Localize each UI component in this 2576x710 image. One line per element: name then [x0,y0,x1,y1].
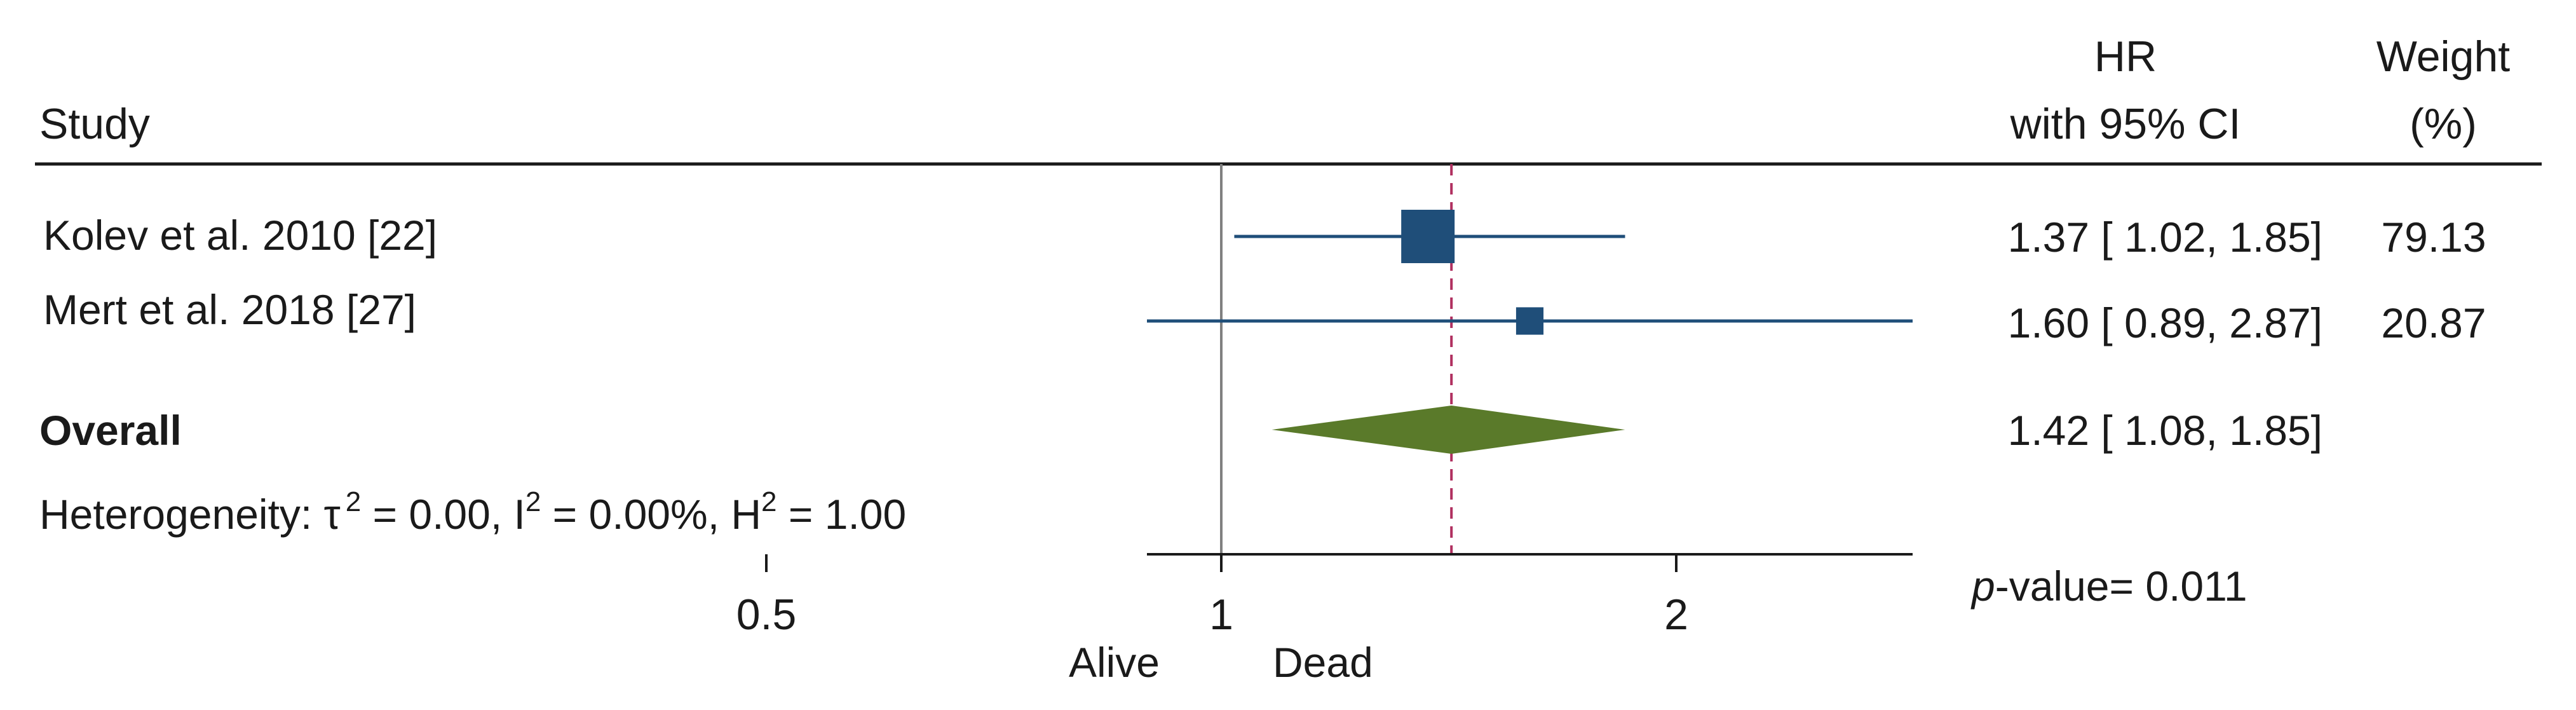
study-point-estimate [1515,307,1544,335]
study-row-1: Kolev et al. 2010 [22] 1.37 [ 1.02, 1.85… [43,210,2486,263]
study-column-header: Study [39,100,150,148]
study-label: Kolev et al. 2010 [22] [43,212,437,259]
x-tick-label: 2 [1664,591,1688,639]
overall-diamond [1271,406,1625,454]
overall-hr-ci-text: 1.42 [ 1.08, 1.85] [2008,407,2322,454]
weight-column-header-line1: Weight [2376,32,2511,81]
hr-column-header-line2: with 95% CI [2010,100,2241,148]
direction-label-left: Alive [1069,639,1160,686]
overall-row: Overall 1.42 [ 1.08, 1.85] [39,406,2322,454]
x-tick-label: 0.5 [736,591,797,639]
study-point-estimate [1401,210,1455,263]
weight-column-header-line2: (%) [2410,100,2477,148]
study-weight-text: 79.13 [2381,214,2486,261]
x-axis-ticks: 0.5 1 2 [736,554,1688,639]
study-hr-ci-text: 1.60 [ 0.89, 2.87] [2008,299,2322,346]
study-label: Mert et al. 2018 [27] [43,286,416,333]
overall-label: Overall [39,407,182,454]
direction-label-right: Dead [1273,639,1373,686]
study-row-2: Mert et al. 2018 [27] 1.60 [ 0.89, 2.87]… [43,286,2486,346]
study-weight-text: 20.87 [2381,299,2486,346]
x-tick-label: 1 [1209,591,1233,639]
p-value-text: p-value= 0.011 [1970,563,2247,610]
hr-column-header-line1: HR [2094,32,2157,81]
study-hr-ci-text: 1.37 [ 1.02, 1.85] [2008,214,2322,261]
